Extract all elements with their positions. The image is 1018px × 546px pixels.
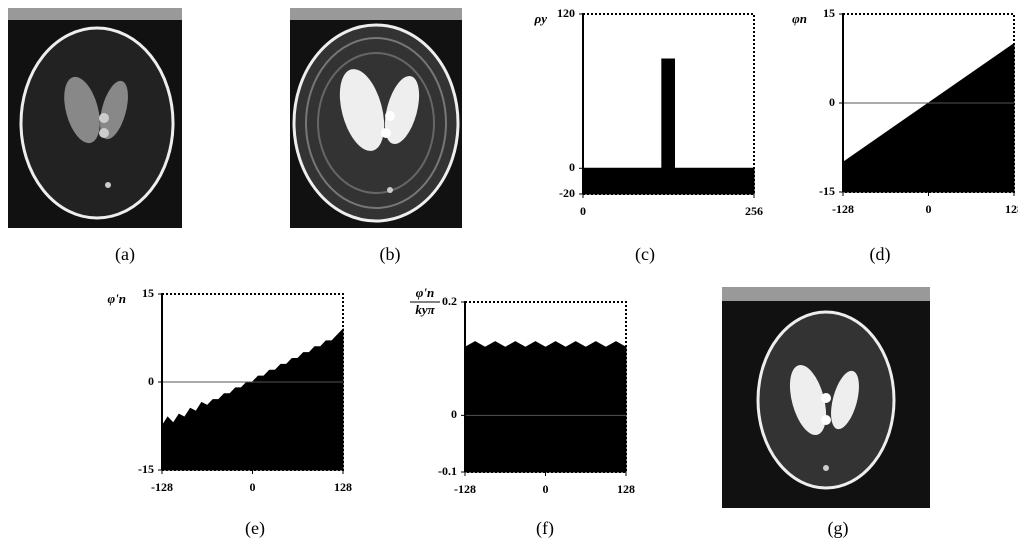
y-tick-label: 0 (451, 407, 457, 421)
y-tick-label: 120 (557, 6, 575, 20)
area (464, 341, 627, 473)
x-tick-label: 0 (926, 202, 932, 216)
y-tick-label: -15 (819, 184, 835, 198)
area (842, 42, 1015, 193)
y-tick-label: 0 (829, 95, 835, 109)
x-tick-label: 0 (543, 482, 549, 496)
x-tick-label: -128 (454, 482, 476, 496)
y-tick-label: 0.2 (442, 294, 457, 308)
x-tick-label: 0 (580, 204, 586, 218)
y-axis-label: ρy (534, 11, 548, 26)
caption: (e) (245, 518, 265, 539)
phantom-image-a (8, 8, 182, 228)
y-axis-label: kyπ (415, 302, 435, 317)
x-tick-label: 0 (250, 480, 256, 494)
y-tick-label: 15 (823, 6, 835, 20)
area (582, 58, 755, 195)
x-tick-label: -128 (151, 480, 173, 494)
phantom-image-g (722, 287, 930, 508)
y-tick-label: 0 (569, 160, 575, 174)
phantom-image-b (290, 8, 462, 228)
caption: (f) (536, 518, 554, 539)
caption: (d) (870, 244, 891, 265)
caption: (g) (828, 518, 849, 539)
y-axis-label: φ'n (416, 285, 434, 300)
y-axis-label: φn (792, 11, 807, 26)
y-tick-label: 15 (142, 286, 154, 300)
x-tick-label: 128 (617, 482, 635, 496)
y-tick-label: -15 (138, 462, 154, 476)
x-tick-label: 128 (1005, 202, 1018, 216)
y-tick-label: -0.1 (438, 464, 457, 478)
x-tick-label: 128 (334, 480, 352, 494)
y-tick-label: -20 (559, 186, 575, 200)
area (161, 327, 344, 471)
y-axis-label: φ'n (108, 291, 126, 306)
caption: (b) (380, 244, 401, 265)
x-tick-label: -128 (832, 202, 854, 216)
caption: (a) (115, 244, 135, 265)
y-tick-label: 0 (148, 374, 154, 388)
x-tick-label: 256 (745, 204, 763, 218)
caption: (c) (635, 244, 655, 265)
